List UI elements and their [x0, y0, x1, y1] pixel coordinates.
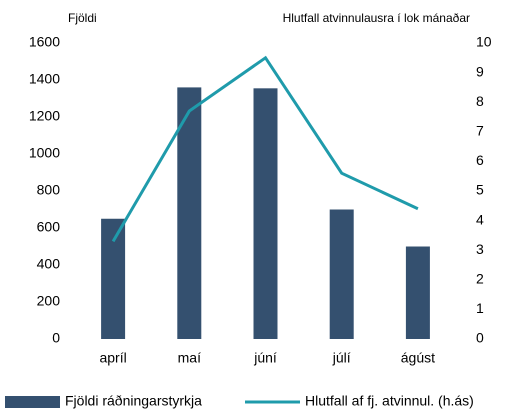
- y2-axis-label: Hlutfall atvinnulausra í lok mánaðar: [283, 11, 470, 25]
- y2-tick-label: 7: [476, 123, 484, 139]
- line-series: [111, 55, 419, 243]
- legend-label: Fjöldi ráðningarstyrkja: [65, 393, 202, 409]
- y2-tick-label: 9: [476, 63, 484, 79]
- y-tick-label: 600: [37, 219, 61, 235]
- y-tick-label: 1200: [29, 108, 60, 124]
- x-tick-label: maí: [178, 350, 201, 366]
- y-tick-label: 0: [52, 330, 60, 346]
- y-tick-label: 800: [37, 182, 61, 198]
- y2-tick-label: 0: [476, 330, 484, 346]
- x-tick-label: júlí: [332, 350, 351, 366]
- y-axis-label: Fjöldi: [68, 11, 97, 25]
- bar: [329, 209, 354, 339]
- legend-swatch: [5, 396, 60, 408]
- bar: [405, 246, 430, 339]
- x-tick-label: ágúst: [401, 350, 435, 366]
- x-tick-label: júní: [253, 350, 277, 366]
- y-tick-label: 400: [37, 256, 61, 272]
- bar: [177, 87, 202, 340]
- y2-tick-label: 2: [476, 271, 484, 287]
- y2-tick-label: 6: [476, 152, 484, 168]
- bar: [101, 218, 126, 339]
- y2-tick-label: 8: [476, 93, 484, 109]
- y2-tick-label: 1: [476, 300, 484, 316]
- y2-tick-label: 4: [476, 211, 484, 227]
- legend-label: Hlutfall af fj. atvinnul. (h.ás): [305, 393, 474, 409]
- y2-tick-label: 3: [476, 241, 484, 257]
- y2-tick-label: 10: [476, 34, 492, 50]
- y2-tick-label: 5: [476, 182, 484, 198]
- y-tick-label: 200: [37, 293, 61, 309]
- bar: [253, 88, 278, 339]
- x-tick-label: apríl: [99, 350, 126, 366]
- y-tick-label: 1400: [29, 71, 60, 87]
- y-tick-label: 1000: [29, 145, 60, 161]
- y-tick-label: 1600: [29, 34, 60, 50]
